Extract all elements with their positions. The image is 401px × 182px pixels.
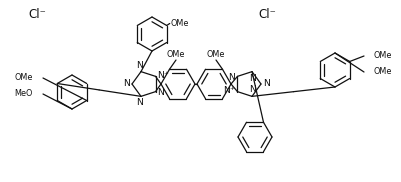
Text: OMe: OMe bbox=[166, 50, 185, 59]
Text: OMe: OMe bbox=[170, 19, 188, 28]
Text: Cl⁻: Cl⁻ bbox=[257, 7, 275, 21]
Text: N: N bbox=[136, 98, 143, 107]
Text: N: N bbox=[228, 73, 235, 82]
Text: OMe: OMe bbox=[373, 52, 391, 60]
Text: N: N bbox=[249, 74, 256, 83]
Text: MeO: MeO bbox=[14, 90, 33, 98]
Text: OMe: OMe bbox=[206, 50, 225, 59]
Text: N⁺: N⁺ bbox=[157, 71, 169, 80]
Text: OMe: OMe bbox=[373, 68, 391, 76]
Text: N: N bbox=[123, 80, 130, 88]
Text: N: N bbox=[262, 80, 269, 88]
Text: N: N bbox=[136, 61, 143, 70]
Text: N: N bbox=[249, 85, 256, 94]
Text: N⁺: N⁺ bbox=[223, 86, 235, 95]
Text: OMe: OMe bbox=[14, 74, 33, 82]
Text: N: N bbox=[157, 88, 164, 97]
Text: Cl⁻: Cl⁻ bbox=[28, 7, 46, 21]
